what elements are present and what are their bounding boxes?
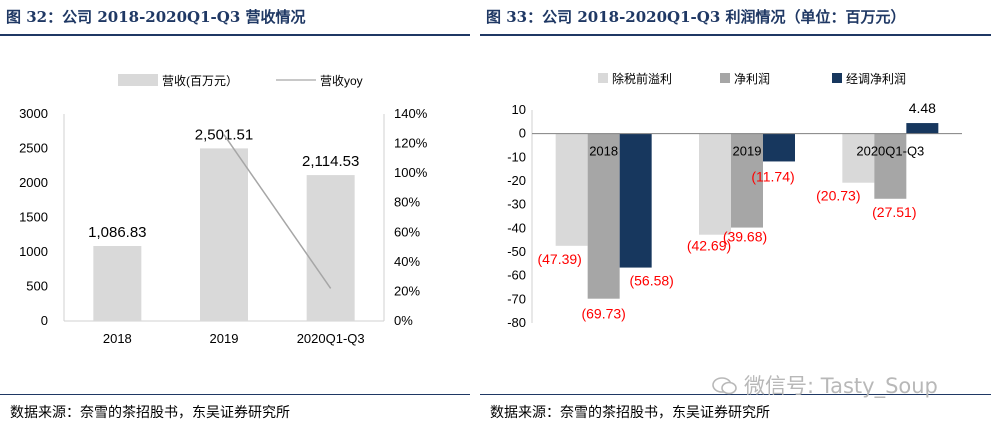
x-tick-label: 2020Q1-Q3: [856, 144, 924, 159]
y-tick-label: -20: [507, 173, 526, 188]
bar-data-label: (47.39): [537, 251, 581, 267]
y2-tick-label: 60%: [394, 224, 420, 239]
profit-bar: [619, 133, 652, 268]
profit-bar: [874, 133, 907, 199]
x-tick-label: 2020Q1-Q3: [297, 331, 365, 346]
bar-data-label: (11.74): [751, 168, 794, 184]
profit-chart: 10 0 -10 -20 -30 -40 -50 -60 -70 -80 (47.39) (69.73…: [507, 71, 962, 330]
revenue-chart: 0 500 1000 1500 2000 2500 3000 0% 20% 40% 60% 80% 10…: [19, 74, 428, 346]
y-tick-label: 3000: [19, 106, 48, 121]
legend-label-yoy: 营收yoy: [320, 74, 363, 88]
bar-data-label: 4.48: [909, 100, 936, 116]
bar-data-label: (39.68): [723, 229, 767, 245]
source-rule: [480, 394, 991, 395]
legend-label-revenue: 营收(百万元）: [162, 74, 238, 88]
x-tick-label: 2018: [103, 331, 132, 346]
y2-tick-label: 20%: [394, 283, 420, 298]
y2-tick-label: 40%: [394, 254, 420, 269]
legend-swatch: [598, 73, 608, 83]
legend-swatch-revenue: [118, 74, 158, 86]
title-rule: [0, 34, 470, 36]
y2-tick-label: 100%: [394, 165, 428, 180]
y-tick-label: 0: [41, 313, 48, 328]
title-rule: [480, 34, 991, 36]
profit-chart-panel: 图 33：公司 2018-2020Q1-Q3 利润情况（单位：百万元） 10 0 -…: [480, 0, 991, 429]
y-tick-label: -60: [507, 268, 526, 283]
profit-bar: [587, 133, 620, 299]
y-tick-label: 1500: [19, 210, 48, 225]
y-tick-label: -80: [507, 315, 526, 330]
watermark-text: 微信号: Tasty_Soup: [744, 374, 938, 398]
y2-tick-label: 80%: [394, 195, 420, 210]
legend-label: 净利润: [734, 72, 770, 86]
profit-bar: [842, 133, 875, 183]
profit-bar: [763, 133, 795, 162]
profit-bar: [555, 133, 588, 246]
y-tick-label: 0: [519, 126, 526, 141]
revenue-bar: [200, 148, 248, 321]
x-tick-label: 2018: [589, 144, 618, 159]
legend-label: 除税前溢利: [612, 71, 672, 86]
y-tick-label: 500: [26, 279, 48, 294]
watermark: 微信号: Tasty_Soup: [712, 370, 938, 400]
profit-chart-title: 图 33：公司 2018-2020Q1-Q3 利润情况（单位：百万元）: [486, 8, 906, 26]
y-tick-label: 2000: [19, 175, 48, 190]
y-tick-label: -30: [507, 197, 526, 212]
bar-data-label: (20.73): [816, 188, 860, 204]
revenue-chart-title: 图 32：公司 2018-2020Q1-Q3 营收情况: [6, 8, 306, 26]
legend-label: 经调净利润: [846, 72, 906, 86]
legend-swatch: [720, 73, 730, 83]
y-tick-label: -10: [507, 149, 526, 164]
wechat-icon: [712, 377, 737, 395]
bar-data-label: (69.73): [581, 306, 625, 322]
profit-bar: [699, 133, 731, 235]
revenue-source-note: 数据来源：奈雪的茶招股书，东吴证券研究所: [10, 405, 290, 421]
bar-data-label: 1,086.83: [88, 224, 146, 241]
legend-swatch: [832, 73, 842, 83]
profit-bar: [731, 133, 763, 228]
y-tick-label: -40: [507, 220, 526, 235]
y2-tick-label: 0%: [394, 313, 413, 328]
yoy-line: [223, 134, 332, 289]
source-rule: [0, 394, 470, 395]
y-tick-label: 1000: [19, 244, 48, 259]
bar-data-label: (27.51): [872, 204, 916, 220]
bar-data-label: 2,114.53: [302, 153, 359, 170]
bar-data-label: (42.69): [687, 238, 731, 254]
profit-bar: [906, 123, 939, 134]
y-tick-label: -70: [507, 291, 526, 306]
bar-data-label: (56.58): [629, 273, 673, 289]
y-tick-label: 2500: [19, 141, 48, 156]
revenue-bar: [93, 246, 142, 321]
y-tick-label: -50: [507, 244, 526, 259]
y2-tick-label: 120%: [394, 136, 428, 151]
x-tick-label: 2019: [210, 331, 239, 346]
revenue-chart-panel: 图 32：公司 2018-2020Q1-Q3 营收情况 0 500 1000 1500…: [0, 0, 470, 429]
revenue-bar: [306, 175, 355, 321]
profit-source-note: 数据来源：奈雪的茶招股书，东吴证券研究所: [490, 405, 770, 421]
x-tick-label: 2019: [733, 144, 762, 159]
y2-tick-label: 140%: [394, 106, 428, 121]
y-tick-label: 10: [512, 102, 526, 117]
